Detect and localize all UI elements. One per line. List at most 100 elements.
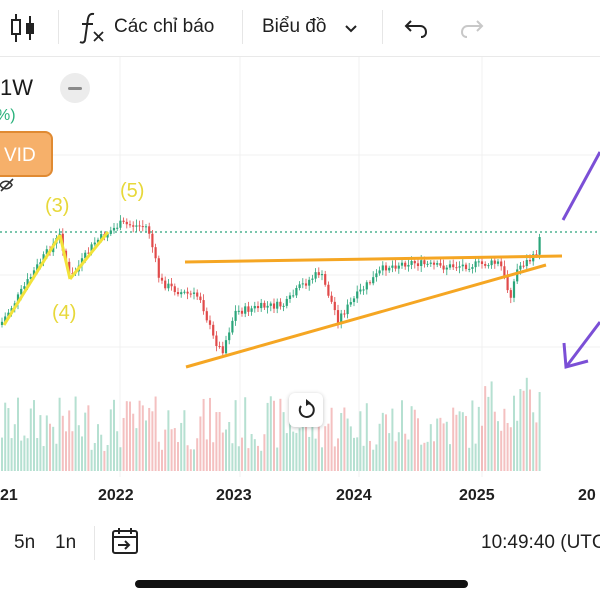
volume-bar [68, 410, 71, 471]
candle-body [292, 295, 295, 297]
clock-time[interactable]: 10:49:40 (UTC [481, 532, 600, 553]
reset-chart-button[interactable] [289, 393, 323, 427]
volume-bar [170, 429, 173, 471]
candle-body [304, 283, 308, 286]
volume-bar [282, 412, 285, 471]
volume-bar [353, 437, 355, 471]
candle-body [240, 310, 244, 314]
eye-hidden-icon[interactable] [0, 177, 16, 193]
candle-body [519, 265, 522, 270]
volume-bar [375, 444, 378, 471]
volume-bar [276, 447, 279, 471]
candle-body [490, 260, 493, 266]
volume-bar [257, 445, 259, 471]
candle-body [96, 239, 100, 243]
candle-body [384, 265, 388, 271]
range-1n-button[interactable]: 1n [55, 532, 77, 553]
candle-body [308, 279, 311, 286]
volume-bar [301, 422, 304, 471]
volume-bar [330, 407, 333, 471]
candle-body [301, 283, 304, 285]
candle-body [298, 284, 301, 288]
volume-bar [36, 438, 39, 471]
candle-body [106, 233, 109, 238]
range-5n-button[interactable]: 5n [14, 532, 36, 553]
function-icon[interactable] [78, 10, 106, 44]
redo-icon[interactable] [458, 14, 486, 42]
candle-body [228, 332, 231, 341]
candle-body [448, 264, 452, 268]
interval-label[interactable]: 1W [0, 75, 33, 100]
collapse-button[interactable] [60, 73, 90, 103]
price-chart[interactable]: (3) (4) (5) 21 2022 2023 2024 2025 20 1W… [0, 57, 600, 512]
candle-body [116, 227, 119, 229]
volume-bar [65, 431, 67, 471]
chevron-down-icon[interactable] [343, 20, 359, 36]
volume-bar [362, 445, 365, 471]
go-to-date-icon[interactable] [110, 526, 140, 556]
undo-icon[interactable] [402, 14, 430, 42]
candle-body [525, 260, 528, 267]
volume-bar [234, 400, 237, 471]
volume-bar [426, 441, 429, 471]
candle-body [160, 277, 164, 281]
volume-bar [372, 449, 375, 471]
candle-body [327, 284, 330, 296]
volume-bar [378, 423, 381, 471]
candle-body [253, 305, 256, 309]
candle-body [372, 277, 375, 284]
volume-bar [154, 396, 157, 471]
candle-body [359, 289, 362, 292]
volume-bar [97, 424, 99, 471]
candle-body [39, 262, 42, 265]
candle-body [186, 291, 189, 294]
candle-body [394, 265, 397, 269]
volume-bar [273, 400, 275, 471]
candlestick-icon[interactable] [8, 12, 38, 44]
indicators-button[interactable]: Các chỉ báo [114, 16, 215, 37]
volume-bar [449, 444, 451, 471]
volume-bar [4, 402, 7, 471]
volume-bar [189, 449, 192, 471]
volume-bar [404, 433, 407, 471]
candle-body [295, 287, 298, 296]
volume-bar [525, 377, 528, 471]
volume-bar [468, 447, 471, 471]
candle-body [247, 306, 250, 312]
candle-body [0, 321, 4, 325]
volume-bar [305, 410, 307, 471]
volume-bar [49, 423, 51, 471]
chart-type-button[interactable]: Biểu đồ [262, 16, 327, 37]
candle-body [285, 298, 288, 306]
candle-body [346, 304, 349, 315]
volume-bar [244, 397, 247, 471]
candle-body [471, 267, 474, 269]
volume-bar [365, 403, 368, 471]
candle-body [16, 294, 20, 304]
volume-bar [218, 412, 221, 471]
arrow-down-icon [562, 321, 600, 369]
volume-bar [317, 410, 320, 471]
volume-bar [212, 442, 215, 471]
candle-body [407, 264, 410, 267]
volume-bar [337, 438, 339, 471]
volume-bar [381, 412, 384, 471]
symbol-badge[interactable]: VID [0, 131, 53, 177]
candle-body [320, 274, 324, 276]
volume-bar [103, 450, 106, 471]
volume-bar [394, 441, 397, 471]
volume-bar [471, 400, 474, 471]
candle-body [279, 301, 282, 307]
candle-body [474, 261, 477, 268]
volume-bar [343, 407, 346, 471]
volume-bar [247, 448, 250, 471]
volume-bar [87, 405, 90, 471]
volume-bar [429, 424, 432, 471]
candle-body [381, 265, 384, 271]
volume-bar [71, 431, 74, 471]
candle-body [410, 261, 413, 265]
volume-bar [519, 389, 522, 471]
volume-bar [13, 424, 16, 471]
candle-body [455, 267, 458, 269]
candle-body [122, 220, 125, 222]
